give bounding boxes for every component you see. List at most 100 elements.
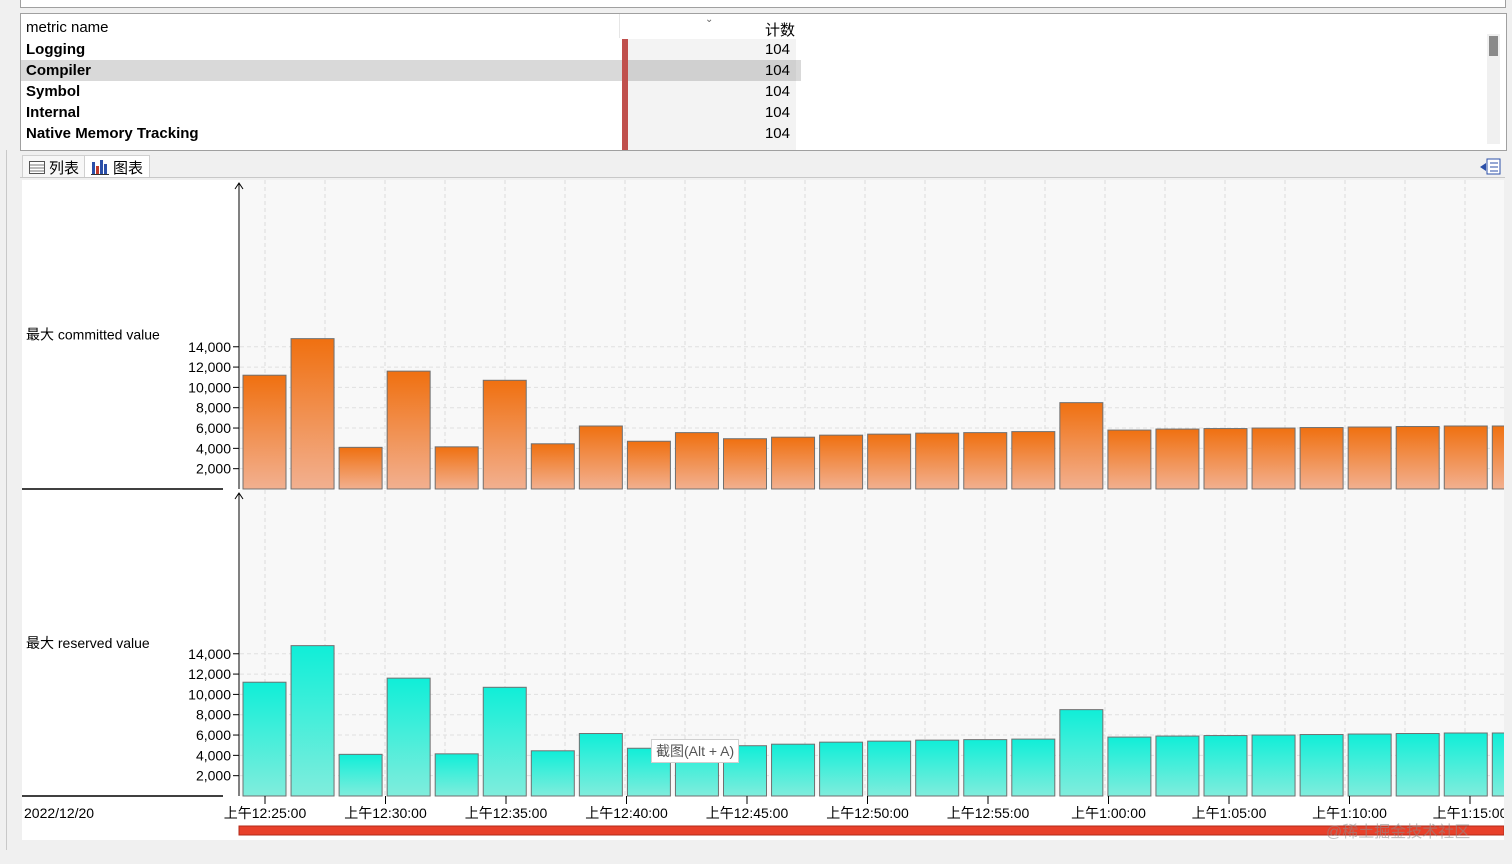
column-separator[interactable] [619,14,620,38]
bar [338,753,383,797]
table-row[interactable]: Internal 104 [21,102,801,123]
y-tick-label: 4,000 [196,440,231,456]
bar-chart-icon [91,160,109,175]
count-cell: 104 [628,102,796,123]
table-scrollbar-track[interactable] [1487,34,1500,144]
bar [242,374,287,490]
bar [1011,431,1056,490]
bar [771,743,816,797]
sort-descending-icon[interactable]: ⌄ [705,14,714,25]
table-row-partial[interactable] [21,144,801,150]
bar [530,750,575,797]
bar [915,739,960,797]
bar [530,443,575,490]
count-value: 104 [764,62,790,79]
bar [482,686,527,797]
bar [1251,427,1296,490]
count-bar [622,60,628,81]
count-value: 104 [764,104,790,121]
chart-area[interactable]: 2,000 4,000 6,000 8,000 10,000 12,000 14,000 最大… [22,180,1512,840]
bar [674,432,719,490]
bar [1347,426,1392,490]
bar [1203,428,1248,490]
bar [626,440,671,490]
table-row[interactable]: Logging 104 [21,39,801,60]
count-bar [622,39,628,60]
metrics-table[interactable]: metric name ⌄ 计数 Logging 104 Compiler 10… [20,13,1507,151]
bar [1347,733,1392,797]
bar-chart[interactable]: 2,000 4,000 6,000 8,000 10,000 12,000 14,000 最大… [22,180,1512,840]
y-axis-arrow [234,182,244,190]
layout-toggle-icon[interactable] [1478,156,1502,178]
y-tick-label: 12,000 [188,666,231,682]
count-cell [628,144,796,150]
left-divider [6,150,7,850]
tabs-divider [20,177,1505,178]
table-row[interactable]: Symbol 104 [21,81,801,102]
bar [338,446,383,490]
column-header-count[interactable]: 计数 [765,22,796,39]
table-row-selected[interactable]: Compiler 104 [21,60,801,81]
y-axis-arrow [234,492,244,500]
watermark-text: @稀土掘金技术社区 [1326,824,1471,841]
bar [963,739,1008,797]
y-tick-label: 6,000 [196,727,231,743]
x-tick-label: 上午12:40:00 [585,805,668,821]
count-value: 104 [764,125,790,142]
count-cell: 104 [628,123,796,144]
bar [1443,425,1488,490]
bar [578,425,623,490]
count-cell: 104 [628,60,796,81]
count-bar [622,144,628,150]
metric-name-cell: Internal [26,104,81,121]
tab-list[interactable]: 列表 [22,155,87,178]
tab-chart[interactable]: 图表 [84,155,151,178]
bar [819,434,864,490]
y-tick-label: 8,000 [196,707,231,723]
bar [1107,429,1152,490]
count-bar [622,81,628,102]
y-tick-label: 8,000 [196,400,231,416]
bar [1299,734,1344,797]
tab-list-label: 列表 [49,159,80,177]
y-tick-label: 10,000 [188,686,231,702]
bar [1059,402,1104,490]
bar [819,741,864,797]
bar [482,379,527,490]
bar [723,438,767,490]
bar [915,432,960,490]
table-row[interactable]: Native Memory Tracking 104 [21,123,801,144]
bar [1203,735,1248,797]
x-tick-label: 上午12:50:00 [826,805,909,821]
chart-date-label: 2022/12/20 [24,805,95,821]
series-label: 最大 committed value [26,327,160,343]
bar [1059,709,1104,797]
y-tick-label: 14,000 [188,646,231,662]
count-bar [622,102,628,123]
bar [290,338,335,490]
count-value: 104 [764,41,790,58]
table-scrollbar-thumb[interactable] [1489,36,1498,56]
y-tick-label: 2,000 [196,461,231,477]
count-cell: 104 [628,81,796,102]
metric-name-cell: Symbol [26,83,81,100]
x-tick-label: 上午12:35:00 [465,805,548,821]
top-panel-edge [20,0,1506,8]
y-tick-label: 14,000 [188,339,231,355]
bar [434,446,479,490]
screenshot-tooltip: 截图(Alt + A) [651,739,740,763]
bar [1155,428,1200,490]
column-header-metric-name[interactable]: metric name [26,19,109,36]
y-tick-label: 10,000 [188,379,231,395]
bar [1299,427,1344,490]
bar [1395,426,1440,490]
y-tick-label: 6,000 [196,420,231,436]
bar [1395,733,1440,797]
table-header: metric name ⌄ 计数 [21,14,801,39]
bar [242,681,287,797]
y-tick-label: 2,000 [196,768,231,784]
metric-name-cell: Native Memory Tracking [26,125,199,142]
x-tick-label: 上午1:15:00 [1433,805,1504,821]
x-tick-label: 上午1:00:00 [1071,805,1146,821]
bar [1491,425,1512,490]
